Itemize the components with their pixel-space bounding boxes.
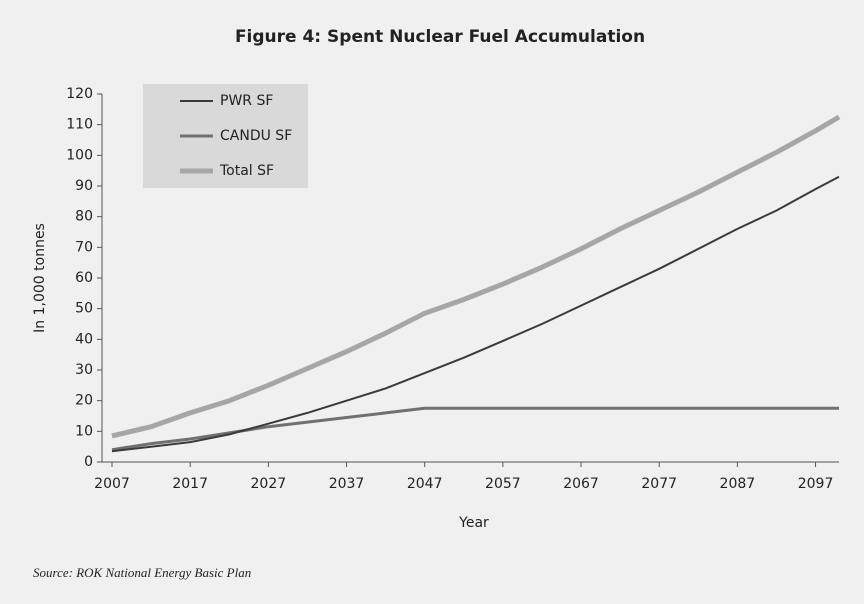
x-tick-label: 2087 bbox=[720, 476, 756, 492]
y-tick-label: 100 bbox=[66, 147, 93, 163]
y-tick-label: 0 bbox=[84, 454, 93, 470]
x-tick-label: 2067 bbox=[563, 476, 599, 492]
y-tick-label: 120 bbox=[66, 86, 93, 102]
series-line bbox=[111, 114, 841, 439]
y-tick-label: 30 bbox=[75, 362, 93, 378]
x-tick-label: 2057 bbox=[485, 476, 521, 492]
legend-label: CANDU SF bbox=[220, 128, 292, 144]
source-note: Source: ROK National Energy Basic Plan bbox=[33, 565, 251, 580]
x-tick-label: 2027 bbox=[251, 476, 287, 492]
series-line bbox=[111, 175, 840, 453]
y-tick-label: 50 bbox=[75, 301, 93, 317]
y-tick-label: 110 bbox=[66, 117, 93, 133]
legend-label: PWR SF bbox=[220, 93, 273, 109]
y-tick-label: 20 bbox=[75, 393, 93, 409]
x-tick-label: 2017 bbox=[172, 476, 208, 492]
legend-label: Total SF bbox=[219, 163, 274, 179]
y-tick-label: 10 bbox=[75, 423, 93, 439]
y-tick-label: 40 bbox=[75, 331, 93, 347]
y-tick-label: 80 bbox=[75, 209, 93, 225]
x-tick-label: 2007 bbox=[94, 476, 130, 492]
y-axis-label: In 1,000 tonnes bbox=[32, 223, 48, 333]
x-axis-label: Year bbox=[458, 515, 489, 531]
x-tick-label: 2037 bbox=[329, 476, 365, 492]
y-tick-label: 60 bbox=[75, 270, 93, 286]
chart-title: Figure 4: Spent Nuclear Fuel Accumulatio… bbox=[235, 27, 645, 47]
y-tick-label: 90 bbox=[75, 178, 93, 194]
legend-box bbox=[143, 84, 308, 188]
y-tick-label: 70 bbox=[75, 239, 93, 255]
x-tick-label: 2097 bbox=[798, 476, 834, 492]
x-tick-label: 2047 bbox=[407, 476, 443, 492]
x-tick-label: 2077 bbox=[641, 476, 677, 492]
